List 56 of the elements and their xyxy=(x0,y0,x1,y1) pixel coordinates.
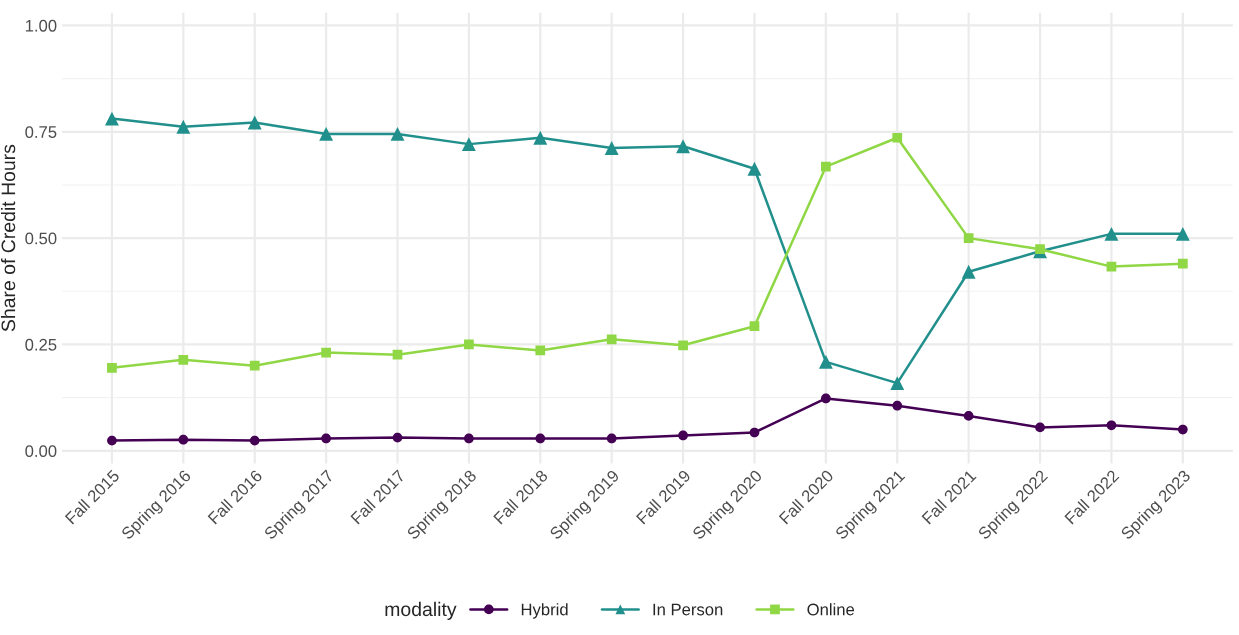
point xyxy=(604,141,619,155)
point xyxy=(535,345,546,356)
point xyxy=(321,433,331,444)
point xyxy=(821,161,831,172)
point xyxy=(892,400,903,411)
y-tick-label: 0.75 xyxy=(25,126,57,138)
point xyxy=(1177,258,1188,269)
point xyxy=(676,139,691,154)
point xyxy=(890,376,905,391)
legend-label: Online xyxy=(807,603,855,616)
point xyxy=(533,130,548,145)
point xyxy=(1035,244,1045,255)
point xyxy=(107,435,117,446)
point xyxy=(821,393,831,404)
point xyxy=(749,427,760,438)
point xyxy=(249,435,260,446)
point xyxy=(464,339,474,350)
point xyxy=(749,321,760,332)
point xyxy=(678,430,688,441)
point xyxy=(178,354,189,365)
point xyxy=(104,111,119,126)
point xyxy=(535,433,546,444)
point xyxy=(464,433,474,444)
point xyxy=(678,340,688,351)
point xyxy=(319,126,334,141)
point xyxy=(818,354,833,369)
point xyxy=(1035,422,1045,433)
y-tick-label: 0.25 xyxy=(25,338,57,351)
point xyxy=(606,334,617,345)
point xyxy=(107,362,117,373)
point xyxy=(390,126,405,141)
point xyxy=(178,434,189,445)
legend-label: Hybrid xyxy=(521,603,568,619)
point xyxy=(247,115,262,130)
y-axis-title: Share of Credit Hours xyxy=(0,144,16,332)
point xyxy=(606,433,617,444)
y-tick-label: 0.00 xyxy=(25,445,57,457)
legend-title: modality xyxy=(385,601,457,620)
point xyxy=(963,411,974,421)
point xyxy=(892,132,903,143)
point xyxy=(249,360,260,371)
point xyxy=(961,264,976,279)
point xyxy=(392,349,403,360)
point xyxy=(1177,424,1188,435)
y-tick-label: 0.50 xyxy=(25,232,57,245)
point xyxy=(963,233,974,243)
point xyxy=(747,161,762,176)
point xyxy=(1104,226,1119,241)
legend-label: In Person xyxy=(653,603,723,616)
point xyxy=(392,432,403,443)
point xyxy=(1106,420,1117,431)
point xyxy=(176,119,191,134)
point xyxy=(461,137,476,152)
y-tick-label: 1.00 xyxy=(25,19,57,32)
point xyxy=(1175,226,1190,241)
point xyxy=(321,347,331,358)
